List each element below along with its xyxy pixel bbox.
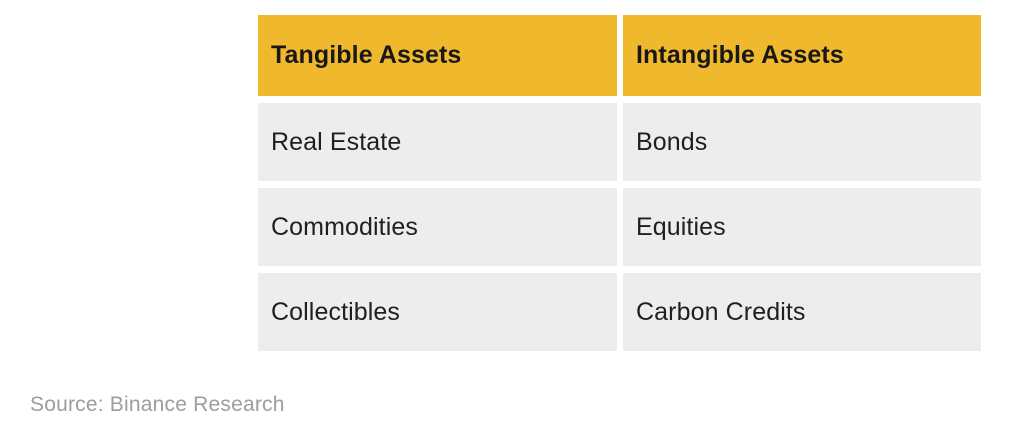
source-attribution: Source: Binance Research xyxy=(30,393,285,416)
column-header-intangible-assets: Intangible Assets xyxy=(623,15,981,96)
table-cell-tangible-row2: Commodities xyxy=(258,188,617,266)
table-cell-intangible-row3: Carbon Credits xyxy=(623,273,981,351)
assets-comparison-table: Tangible Assets Intangible Assets Real E… xyxy=(258,15,981,351)
table-cell-tangible-row1: Real Estate xyxy=(258,103,617,181)
table-cell-tangible-row3: Collectibles xyxy=(258,273,617,351)
table-cell-intangible-row1: Bonds xyxy=(623,103,981,181)
table-cell-intangible-row2: Equities xyxy=(623,188,981,266)
column-header-tangible-assets: Tangible Assets xyxy=(258,15,617,96)
